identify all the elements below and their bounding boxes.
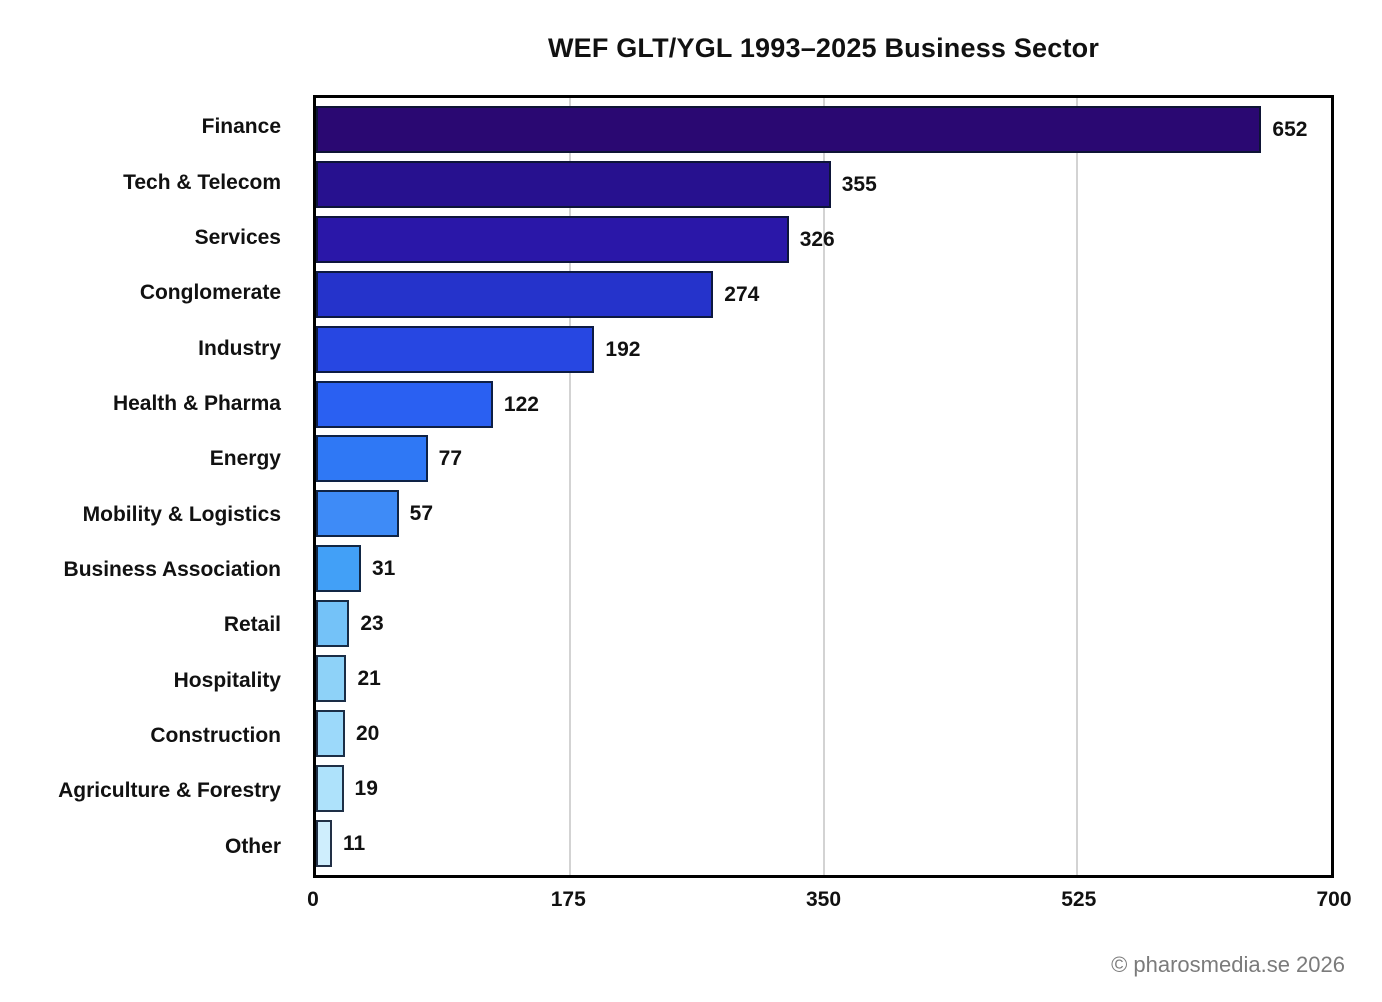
bar	[316, 710, 345, 758]
bar-series: 652 355 326 274 192 122 77 57 31 23 21 20 19 11	[316, 98, 1331, 875]
category-label: Other	[224, 834, 281, 858]
x-tick-label: 700	[1316, 888, 1352, 911]
bar-row: 274	[316, 270, 1331, 318]
category-label: Agriculture & Forestry	[58, 779, 281, 803]
bar-value-label: 77	[438, 447, 462, 471]
bar	[316, 380, 493, 428]
bar-value-label: 20	[355, 722, 380, 746]
bar-row: 21	[316, 655, 1331, 703]
category-label: Services	[194, 225, 281, 249]
category-label: Industry	[198, 336, 281, 360]
bar	[316, 764, 344, 812]
bar-row: 57	[316, 490, 1331, 538]
bar-row: 355	[316, 160, 1331, 208]
bar-value-label: 192	[605, 337, 641, 361]
bar-value-label: 355	[841, 172, 877, 196]
bar-value-label: 122	[503, 392, 539, 416]
category-label: Hospitality	[173, 668, 281, 692]
bar-value-label: 19	[354, 776, 378, 800]
bar	[316, 325, 595, 373]
bar	[316, 270, 714, 318]
bar-value-label: 31	[371, 557, 396, 581]
bar-row: 31	[316, 545, 1331, 593]
plot-area: 652 355 326 274 192 122 77 57 31 23 21 20 19 11	[313, 95, 1334, 878]
bar-row: 652	[316, 105, 1331, 153]
category-label: Tech & Telecom	[123, 170, 281, 194]
bar	[316, 655, 347, 703]
category-label: Health & Pharma	[112, 391, 281, 415]
bar	[316, 490, 399, 538]
bar-row: 326	[316, 215, 1331, 263]
category-label: Business Association	[63, 557, 281, 581]
gridline-350	[822, 98, 825, 875]
bar-value-label: 23	[360, 612, 384, 636]
category-axis-labels: Finance Tech & Telecom Services Conglomerat…	[0, 95, 281, 878]
bar-row: 20	[316, 710, 1331, 758]
bar-value-label: 11	[342, 831, 366, 855]
x-tick-label: 525	[1061, 888, 1097, 911]
bar-row: 192	[316, 325, 1331, 373]
copyright-credit: © pharosmedia.se 2026	[1111, 952, 1345, 977]
category-label: Energy	[209, 447, 281, 471]
chart-title: WEF GLT/YGL 1993–2025 Business Sector	[547, 33, 1100, 63]
category-label: Mobility & Logistics	[82, 502, 281, 526]
bar	[316, 215, 789, 263]
category-label: Conglomerate	[139, 281, 281, 305]
bar-value-label: 652	[1272, 117, 1308, 141]
bar	[316, 160, 831, 208]
bar-value-label: 326	[799, 227, 835, 251]
bar-row: 11	[316, 819, 1331, 867]
bar	[316, 819, 332, 867]
bar-value-label: 57	[409, 502, 433, 526]
bar	[316, 545, 361, 593]
x-tick-label: 350	[805, 888, 842, 911]
bar-row: 19	[316, 764, 1331, 812]
gridline-175	[568, 98, 571, 875]
bar-row: 23	[316, 600, 1331, 648]
bar	[316, 435, 428, 483]
category-label: Retail	[223, 613, 281, 637]
bar-value-label: 21	[357, 667, 381, 691]
category-label: Finance	[201, 115, 281, 139]
bar	[316, 600, 350, 648]
category-label: Construction	[150, 723, 281, 747]
x-tick-label: 175	[550, 888, 586, 911]
bar-row: 122	[316, 380, 1331, 428]
bar-value-label: 274	[724, 282, 760, 306]
bar	[316, 105, 1262, 153]
x-tick-label: 0	[307, 888, 319, 911]
gridline-525	[1076, 98, 1079, 875]
x-axis-tick-labels: 0 175 350 525 700	[307, 888, 1351, 918]
bar-row: 77	[316, 435, 1331, 483]
